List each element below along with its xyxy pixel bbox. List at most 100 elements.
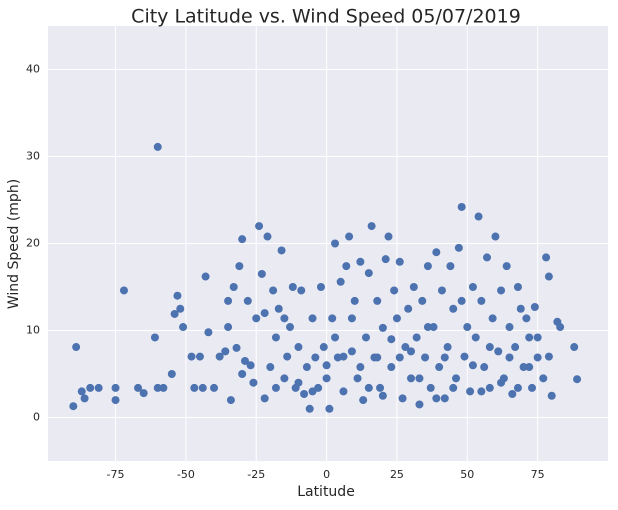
point: [235, 262, 244, 271]
point: [435, 363, 444, 372]
point: [440, 394, 449, 403]
point: [356, 257, 365, 266]
point: [277, 246, 286, 255]
point: [460, 352, 469, 361]
point: [339, 352, 348, 361]
point: [485, 343, 494, 352]
point: [544, 352, 553, 361]
point: [94, 383, 103, 392]
point: [119, 286, 128, 295]
point: [280, 314, 289, 323]
point: [415, 374, 424, 383]
point: [269, 286, 278, 295]
point: [452, 374, 461, 383]
point: [190, 383, 199, 392]
point: [378, 323, 387, 332]
point: [547, 391, 556, 400]
point: [387, 363, 396, 372]
point: [426, 383, 435, 392]
point: [474, 212, 483, 221]
point: [446, 262, 455, 271]
point: [210, 383, 219, 392]
point: [322, 374, 331, 383]
point: [423, 262, 432, 271]
point: [170, 309, 179, 318]
y-tick-label: 40: [26, 63, 40, 76]
point: [364, 383, 373, 392]
point: [407, 374, 416, 383]
point: [198, 383, 207, 392]
point: [271, 333, 280, 342]
point: [187, 352, 196, 361]
point: [401, 343, 410, 352]
point: [347, 314, 356, 323]
point: [395, 353, 404, 362]
point: [477, 296, 486, 305]
point: [505, 323, 514, 332]
point: [440, 353, 449, 362]
point: [240, 356, 249, 365]
point: [466, 387, 475, 396]
point: [167, 370, 176, 378]
y-tick-label: 30: [26, 150, 40, 163]
point: [491, 232, 500, 241]
point: [384, 232, 393, 241]
point: [418, 296, 427, 305]
x-tick-label: 75: [531, 468, 545, 481]
point: [266, 363, 275, 372]
point: [179, 323, 188, 332]
point: [373, 353, 382, 362]
point: [255, 222, 264, 231]
point: [457, 296, 466, 305]
point: [72, 343, 81, 352]
point: [573, 375, 582, 384]
point: [423, 323, 432, 332]
point: [305, 404, 314, 413]
point: [367, 222, 376, 231]
point: [404, 304, 413, 313]
point: [271, 383, 280, 392]
point: [263, 232, 272, 241]
point: [409, 283, 418, 291]
x-tick-label: -75: [107, 468, 125, 481]
point: [505, 353, 514, 362]
point: [77, 387, 86, 396]
point: [497, 378, 506, 387]
point: [443, 343, 452, 352]
point: [297, 286, 306, 295]
point: [457, 202, 466, 211]
point: [480, 363, 489, 372]
x-tick-label: 25: [390, 468, 404, 481]
point: [364, 269, 373, 278]
point: [398, 394, 407, 403]
point: [449, 383, 458, 392]
point: [488, 314, 497, 323]
point: [173, 291, 182, 300]
point: [153, 383, 162, 392]
point: [502, 262, 511, 271]
point: [274, 304, 283, 313]
point: [415, 400, 424, 409]
point: [280, 374, 289, 383]
point: [485, 383, 494, 392]
point: [542, 253, 551, 262]
point: [392, 314, 401, 323]
point: [246, 361, 255, 370]
point: [544, 272, 553, 281]
x-tick-label: 0: [323, 468, 330, 481]
point: [342, 262, 351, 271]
point: [339, 387, 348, 396]
point: [215, 352, 224, 361]
point: [347, 347, 356, 356]
point: [195, 352, 204, 361]
point: [294, 343, 303, 352]
point: [482, 253, 491, 262]
point: [221, 347, 230, 356]
point: [387, 335, 396, 344]
point: [390, 286, 399, 295]
point: [150, 333, 159, 342]
point: [497, 286, 506, 295]
point: [494, 347, 503, 356]
point: [454, 243, 463, 252]
